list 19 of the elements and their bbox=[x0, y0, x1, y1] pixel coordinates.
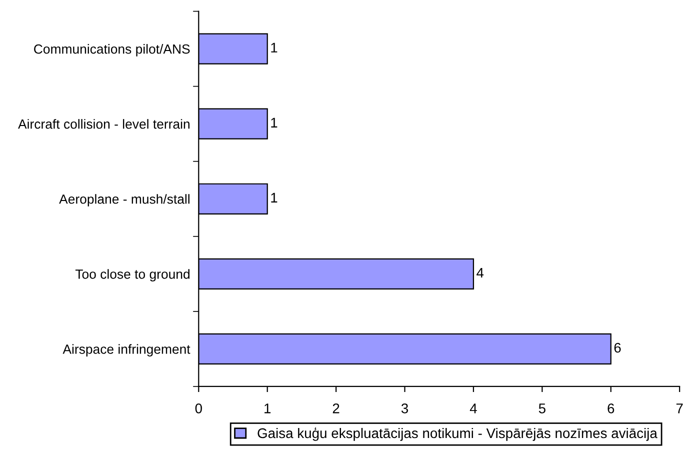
data-label: 4 bbox=[476, 268, 484, 278]
x-tick-label: 1 bbox=[264, 404, 271, 414]
y-tick-label: Too close to ground bbox=[75, 269, 190, 282]
y-tick-label: Aeroplane - mush/stall bbox=[59, 194, 190, 206]
data-label: 6 bbox=[614, 342, 621, 353]
legend-label: Gaisa kuģu ekspluatācijas notikumi - Vispārējās nozīmes aviācija bbox=[258, 427, 658, 441]
data-label: 1 bbox=[271, 118, 278, 128]
x-tick-label: 3 bbox=[401, 403, 408, 414]
x-tick-label: 4 bbox=[470, 404, 477, 414]
y-tick-label: Aircraft collision - level terrain bbox=[18, 119, 190, 129]
y-tick-label: Airspace infringement bbox=[62, 344, 190, 356]
x-tick-label: 6 bbox=[608, 403, 614, 414]
y-tick-label: Communications pilot/ANS bbox=[34, 44, 190, 56]
x-tick-label: 2 bbox=[332, 403, 340, 414]
data-label: 1 bbox=[271, 192, 278, 202]
x-tick-label: 0 bbox=[195, 403, 202, 414]
x-tick-label: 7 bbox=[676, 404, 683, 414]
data-label: 1 bbox=[271, 42, 278, 52]
x-tick-label: 5 bbox=[538, 404, 546, 414]
